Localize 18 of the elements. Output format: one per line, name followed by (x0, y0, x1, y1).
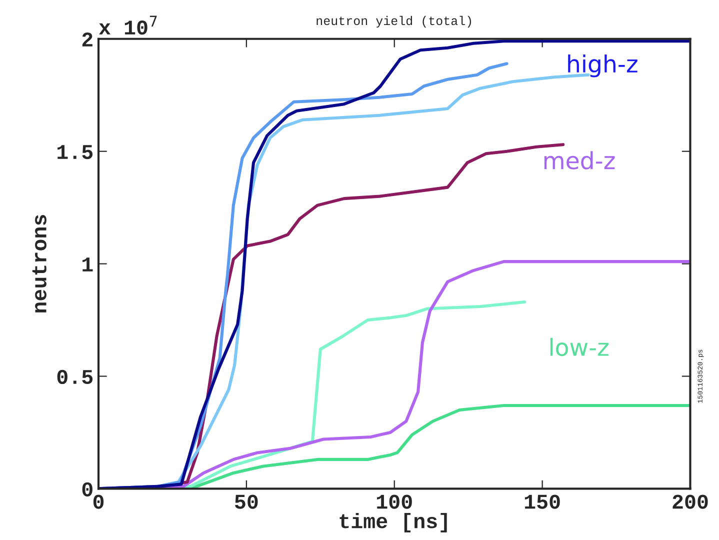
y-tick-label: 0 (82, 482, 92, 496)
chart-title: neutron yield (total) (316, 16, 472, 28)
y-axis-title: neutrons (32, 215, 46, 312)
text: x 10$^{7}$ (99, 16, 157, 35)
y-tick-label: 1.5 (58, 145, 93, 160)
y-tick-label: 2 (82, 32, 92, 46)
x-tick-label: 0 (93, 494, 104, 509)
x-tick-label: 200 (672, 494, 708, 509)
annotation: med-z (544, 151, 615, 170)
annotation: low-z (550, 338, 608, 356)
x-axis-title: time [ns] (340, 512, 447, 532)
annotation: high-z (568, 54, 638, 78)
line-series (98, 40, 690, 489)
y-tick-label: 1 (82, 258, 93, 272)
x-tick-label: 50 (234, 494, 258, 509)
y-tick-label: 0.5 (57, 370, 93, 384)
x-tick-label: 100 (377, 494, 412, 509)
x-tick-label: 150 (524, 494, 560, 509)
